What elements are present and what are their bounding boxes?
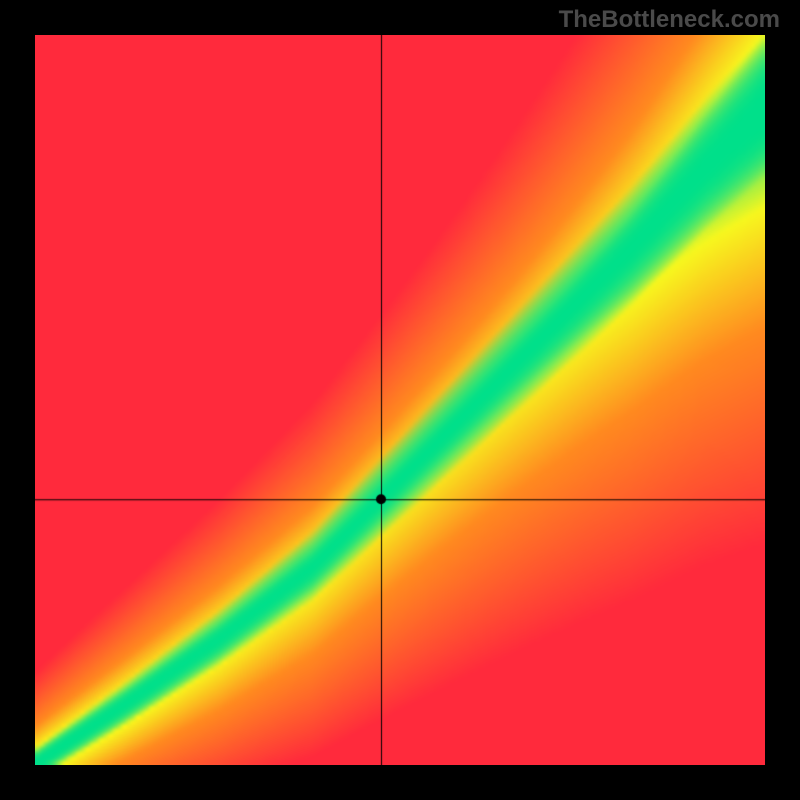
watermark-text: TheBottleneck.com [559, 6, 780, 34]
chart-container: TheBottleneck.com [0, 0, 800, 800]
bottleneck-heatmap [35, 35, 765, 765]
